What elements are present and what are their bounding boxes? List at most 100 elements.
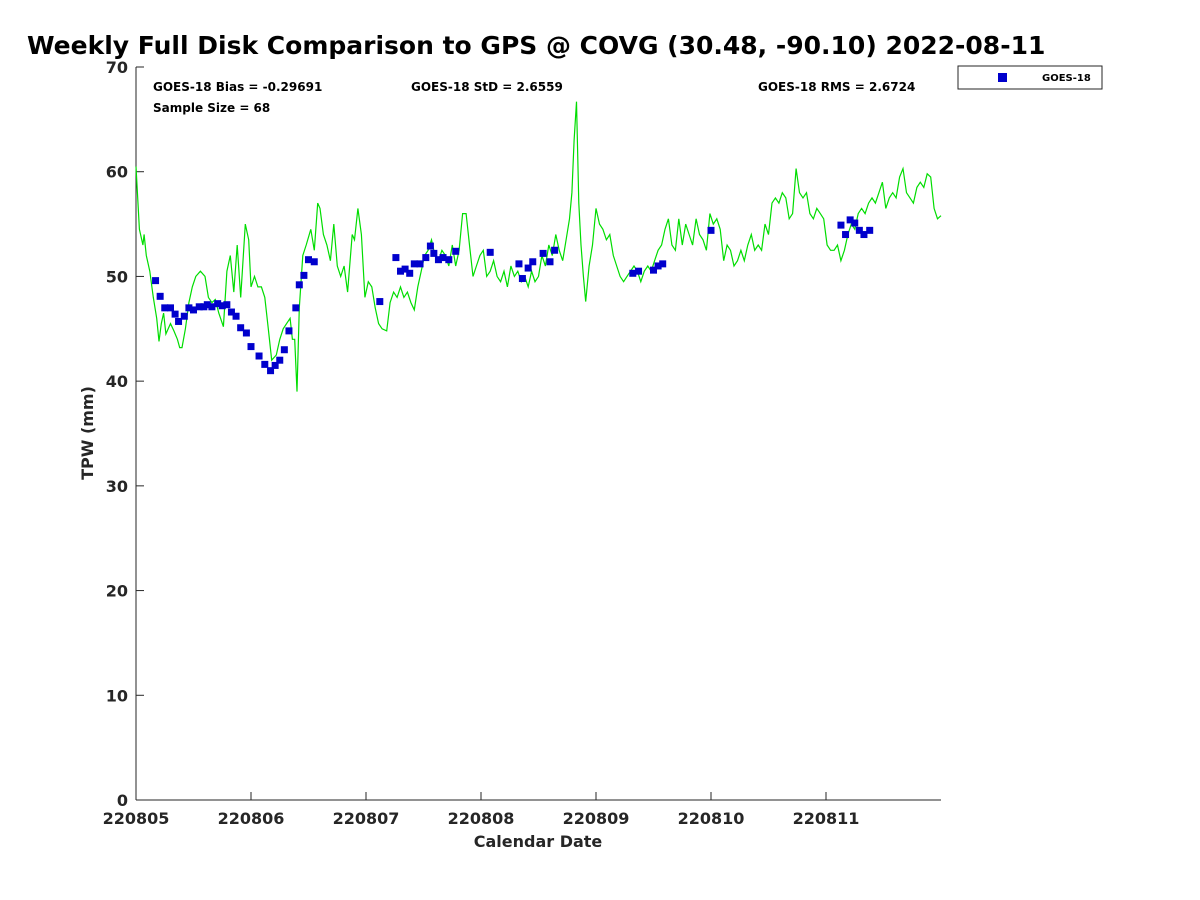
goes18-point <box>422 254 430 262</box>
goes18-point <box>255 352 263 360</box>
goes18-point <box>842 231 850 239</box>
goes18-point <box>434 256 442 264</box>
goes18-scatter-series <box>152 216 874 375</box>
goes18-point <box>208 303 216 311</box>
x-tick-label: 220805 <box>103 809 170 828</box>
goes18-point <box>846 216 854 224</box>
legend: GOES-18 <box>957 65 1103 90</box>
goes18-point <box>167 304 174 312</box>
bias-stat: GOES-18 Bias = -0.29691 <box>153 80 322 94</box>
legend-marker-goes18 <box>998 73 1007 82</box>
chart-title: Weekly Full Disk Comparison to GPS @ COV… <box>27 31 1045 60</box>
goes18-point <box>218 302 226 310</box>
x-tick-label: 220811 <box>793 809 860 828</box>
goes18-point <box>261 360 269 368</box>
goes18-point <box>539 249 547 257</box>
x-axis-label: Calendar Date <box>474 832 603 851</box>
goes18-point <box>397 267 404 275</box>
goes18-point <box>654 262 662 270</box>
goes18-point <box>866 226 874 234</box>
y-tick-label: 30 <box>106 477 128 496</box>
y-ticks: 0 10 20 30 40 50 60 70 <box>106 58 144 810</box>
y-tick-label: 70 <box>106 58 128 77</box>
goes18-point <box>376 298 384 306</box>
goes18-point <box>837 221 845 229</box>
goes18-point <box>295 281 303 289</box>
goes18-point <box>551 246 559 254</box>
goes18-point <box>203 301 211 309</box>
gps-tpw-line <box>135 101 942 392</box>
goes18-point <box>232 312 240 320</box>
x-tick-label: 220808 <box>448 809 515 828</box>
goes18-point <box>285 327 293 335</box>
goes18-point <box>310 258 318 266</box>
goes18-point <box>707 226 715 234</box>
goes18-point <box>486 248 494 256</box>
goes18-point <box>276 356 284 364</box>
rms-stat: GOES-18 RMS = 2.6724 <box>758 80 915 94</box>
goes18-point <box>426 242 434 250</box>
goes18-point <box>237 324 245 332</box>
goes18-point <box>190 306 197 314</box>
goes18-point <box>546 258 554 266</box>
x-tick-label: 220806 <box>218 809 285 828</box>
x-tick-label: 220807 <box>333 809 400 828</box>
goes18-point <box>401 265 409 273</box>
goes18-point <box>180 312 188 320</box>
goes18-point <box>855 226 863 234</box>
axes <box>135 67 941 801</box>
goes18-point <box>406 269 414 277</box>
goes18-point <box>267 367 275 375</box>
legend-label-goes18: GOES-18 <box>1042 73 1091 84</box>
x-tick-label: 220810 <box>678 809 745 828</box>
goes18-point <box>860 231 868 239</box>
goes18-point <box>445 256 453 264</box>
goes18-point <box>242 329 250 337</box>
std-stat: GOES-18 StD = 2.6559 <box>411 80 563 94</box>
y-tick-label: 50 <box>106 267 128 286</box>
goes18-point <box>392 254 400 262</box>
sample-size-stat: Sample Size = 68 <box>153 101 270 115</box>
y-axis-label: TPW (mm) <box>78 386 97 480</box>
y-tick-label: 20 <box>106 582 128 601</box>
goes18-point <box>529 258 537 266</box>
goes18-point <box>650 266 657 274</box>
goes18-point <box>851 219 859 227</box>
goes18-point <box>271 361 279 369</box>
goes18-point <box>416 260 424 268</box>
y-tick-label: 60 <box>106 163 128 182</box>
goes18-point <box>214 300 222 308</box>
goes18-point <box>439 254 447 262</box>
goes18-point <box>152 277 160 285</box>
x-tick-label: 220809 <box>563 809 630 828</box>
goes18-point <box>430 249 438 257</box>
goes18-point <box>635 267 643 275</box>
goes18-point <box>195 303 203 311</box>
goes18-point <box>156 292 164 300</box>
goes18-point <box>452 247 460 255</box>
y-tick-label: 40 <box>106 372 128 391</box>
goes18-point <box>171 310 179 318</box>
gps-line-series <box>135 101 942 392</box>
goes18-point <box>161 304 169 312</box>
legend-box <box>957 65 1103 90</box>
goes18-point <box>300 271 308 279</box>
goes18-point <box>185 304 193 312</box>
goes18-point <box>280 346 288 354</box>
goes18-point <box>629 269 637 277</box>
goes18-point <box>410 260 418 268</box>
x-ticks: 220805 220806 220807 220808 220809 220810 2208… <box>103 792 860 828</box>
y-tick-label: 10 <box>106 686 128 705</box>
goes18-point <box>247 343 255 351</box>
goes18-point <box>292 304 300 312</box>
goes18-point <box>659 260 667 268</box>
goes18-point <box>305 256 312 264</box>
goes18-point <box>175 317 183 325</box>
y-tick-label: 0 <box>117 791 128 810</box>
goes18-point <box>518 275 526 283</box>
goes18-point <box>515 260 523 268</box>
goes18-point <box>227 308 235 316</box>
goes18-point <box>223 301 231 309</box>
goes18-point <box>524 264 532 272</box>
